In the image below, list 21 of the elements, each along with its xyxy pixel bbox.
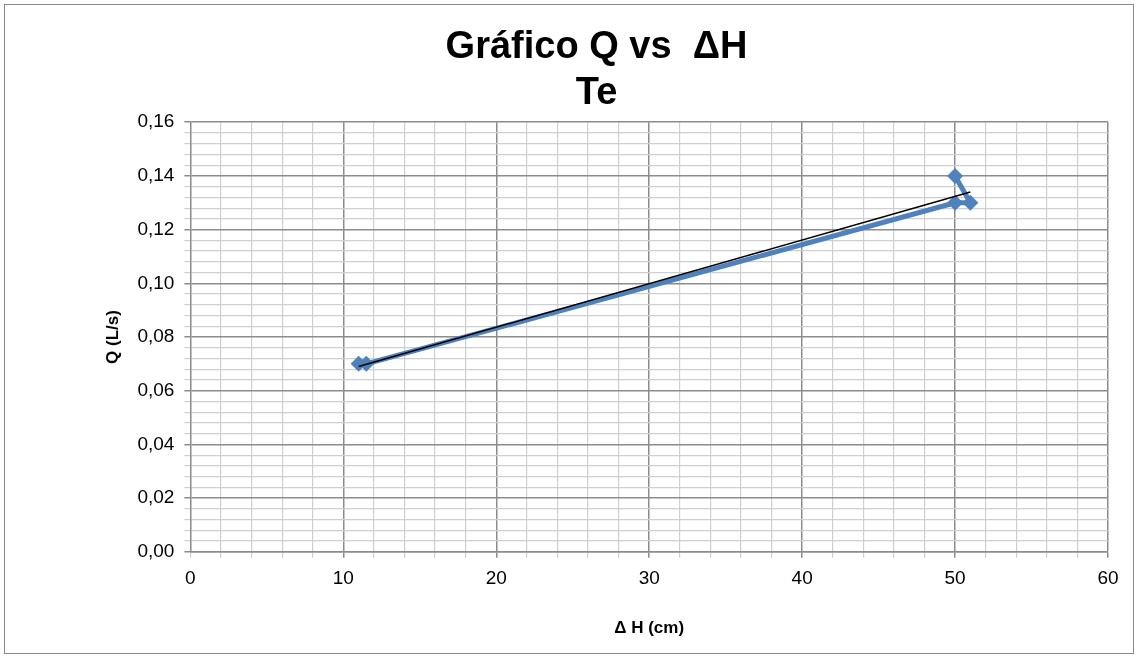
y-tick-label: 0,04 [137,432,175,454]
y-tick-label: 0,12 [137,217,175,239]
y-tick-label: 0,02 [137,486,175,508]
x-tick-label: 50 [944,567,966,589]
x-tick-label: 40 [791,567,813,589]
x-tick-label: 10 [332,567,354,589]
y-tick-label: 0,10 [137,271,175,293]
y-axis-title: Q (L/s) [102,310,122,364]
y-tick-label: 0,08 [137,325,175,347]
x-axis-title: Δ H (cm) [614,618,685,638]
x-tick-label: 60 [1097,567,1119,589]
point [947,167,964,184]
chart-title: Gráfico Q vs ΔH Te [445,24,748,112]
y-tick-label: 0,06 [137,378,175,400]
x-tick-label: 0 [185,567,196,589]
y-tick-label: 0,00 [137,540,175,562]
x-tick-label: 20 [485,567,507,589]
x-tick-label: 30 [638,567,660,589]
point [962,194,979,211]
y-tick-label: 0,14 [137,164,175,186]
y-tick-label: 0,16 [137,110,175,132]
